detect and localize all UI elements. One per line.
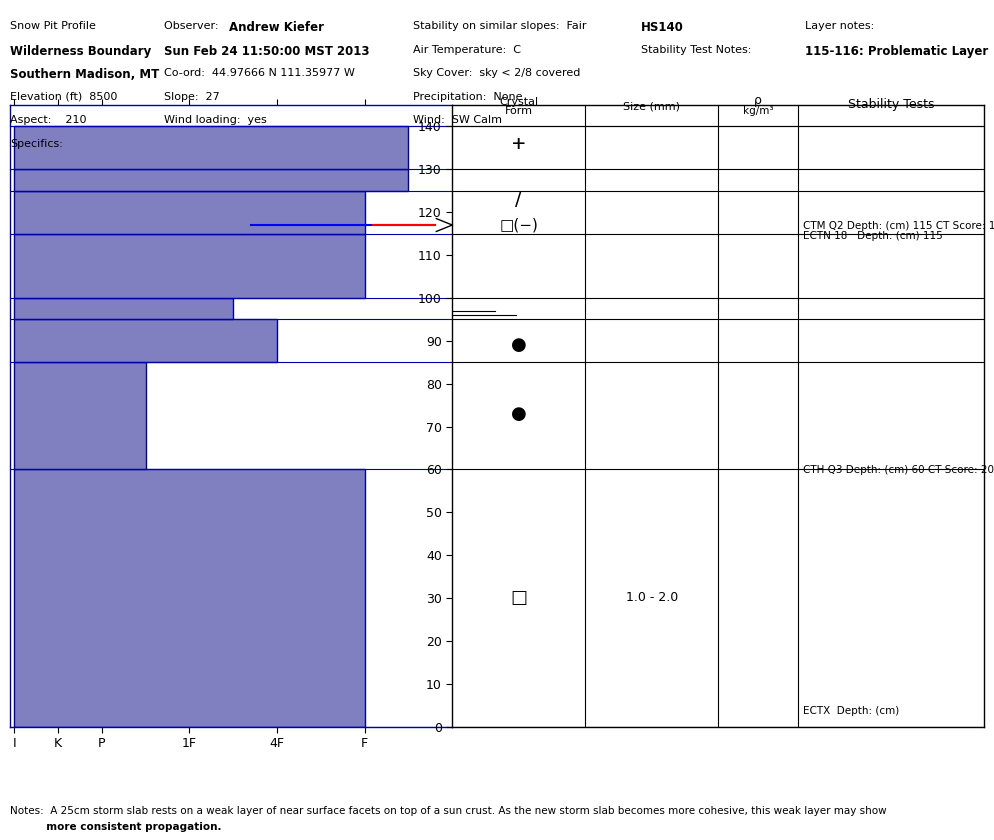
Text: Wilderness Boundary: Wilderness Boundary	[10, 45, 151, 57]
Text: ●: ●	[511, 405, 527, 423]
Text: ρ: ρ	[754, 94, 762, 108]
Text: Notes:  A 25cm storm slab rests on a weak layer of near surface facets on top of: Notes: A 25cm storm slab rests on a weak…	[10, 806, 887, 816]
Text: Crystal: Crystal	[499, 97, 539, 108]
Text: Andrew Kiefer: Andrew Kiefer	[229, 21, 324, 34]
Text: Observer:: Observer:	[164, 21, 226, 31]
Text: Wind:  SW Calm: Wind: SW Calm	[413, 115, 502, 125]
Text: /: /	[516, 190, 522, 209]
Text: Stability Tests: Stability Tests	[848, 98, 934, 112]
Text: Slope:  27: Slope: 27	[164, 92, 220, 102]
Text: Sky Cover:  sky < 2/8 covered: Sky Cover: sky < 2/8 covered	[413, 68, 580, 78]
Text: Air Temperature:  C: Air Temperature: C	[413, 45, 521, 55]
Bar	[14, 234, 365, 298]
Text: Stability Test Notes:: Stability Test Notes:	[641, 45, 751, 55]
Text: 115-116: Problematic Layer: 115-116: Problematic Layer	[805, 45, 988, 57]
Text: HS140: HS140	[641, 21, 684, 34]
Text: □: □	[510, 589, 527, 607]
Text: Snow Pit Profile: Snow Pit Profile	[10, 21, 95, 31]
Bar	[14, 127, 409, 170]
Bar	[14, 191, 365, 234]
Text: CTH Q3 Depth: (cm) 60 CT Score: 20: CTH Q3 Depth: (cm) 60 CT Score: 20	[803, 465, 994, 475]
Text: Layer notes:: Layer notes:	[805, 21, 875, 31]
Text: Elevation (ft)  8500: Elevation (ft) 8500	[10, 92, 117, 102]
Text: Specifics:: Specifics:	[10, 139, 63, 149]
Bar	[14, 362, 146, 470]
Text: Stability on similar slopes:  Fair: Stability on similar slopes: Fair	[413, 21, 586, 31]
Text: ●: ●	[511, 336, 527, 354]
Text: Size (mm): Size (mm)	[623, 102, 680, 112]
Text: Form: Form	[505, 106, 533, 116]
Text: □(−): □(−)	[499, 218, 538, 233]
Bar	[14, 319, 277, 362]
Bar	[14, 170, 409, 191]
Text: kg/m³: kg/m³	[743, 106, 773, 116]
Text: CTM Q2 Depth: (cm) 115 CT Score: 16: CTM Q2 Depth: (cm) 115 CT Score: 16	[803, 221, 994, 231]
Text: Southern Madison, MT: Southern Madison, MT	[10, 68, 159, 81]
Bar	[14, 470, 365, 727]
Text: +: +	[512, 134, 526, 154]
Text: Wind loading:  yes: Wind loading: yes	[164, 115, 266, 125]
Text: Aspect:    210: Aspect: 210	[10, 115, 86, 125]
Text: more consistent propagation.: more consistent propagation.	[10, 822, 222, 832]
Bar	[14, 298, 234, 319]
Text: 1.0 - 2.0: 1.0 - 2.0	[625, 591, 678, 605]
Text: Co-ord:  44.97666 N 111.35977 W: Co-ord: 44.97666 N 111.35977 W	[164, 68, 355, 78]
Text: Sun Feb 24 11:50:00 MST 2013: Sun Feb 24 11:50:00 MST 2013	[164, 45, 370, 57]
Text: ECTX  Depth: (cm): ECTX Depth: (cm)	[803, 706, 900, 716]
Text: Precipitation:  None: Precipitation: None	[413, 92, 522, 102]
Text: ECTN 18   Depth: (cm) 115: ECTN 18 Depth: (cm) 115	[803, 232, 943, 241]
